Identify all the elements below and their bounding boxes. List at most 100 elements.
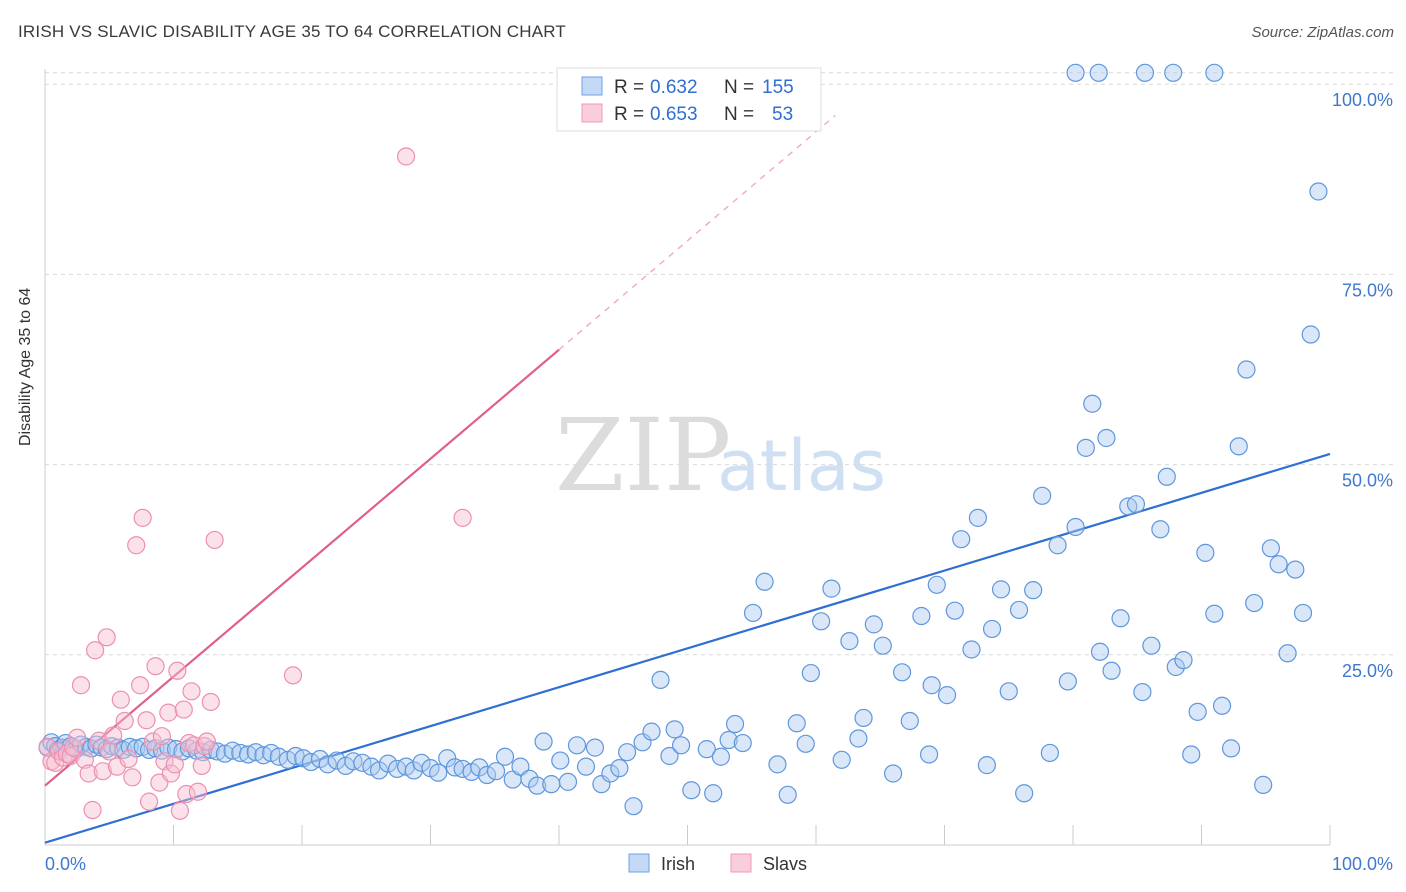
slavs-point (115, 711, 134, 731)
slavs-point (174, 700, 193, 719)
irish-point (1126, 495, 1146, 514)
slavs-point (188, 782, 208, 801)
irish-point (733, 733, 752, 753)
irish-point (991, 580, 1011, 599)
legend-irish-label: Irish (661, 854, 695, 874)
irish-point (919, 745, 939, 764)
irish-n-label: N = (724, 77, 754, 98)
slavs-point (159, 703, 178, 722)
legend-slavs-swatch (730, 853, 752, 873)
slavs-point (127, 536, 146, 555)
irish-point (159, 738, 178, 757)
irish-r-label: R = (614, 77, 644, 98)
irish-point (697, 740, 716, 759)
irish-point (1205, 604, 1224, 623)
irish-point (1009, 600, 1029, 620)
irish-point (1254, 775, 1273, 794)
irish-point (438, 749, 457, 768)
irish-point (927, 575, 946, 594)
irish-point (1090, 642, 1110, 661)
slavs-point (139, 792, 159, 811)
irish-point (1221, 739, 1241, 758)
slavs-point (137, 711, 156, 730)
irish-point (1205, 63, 1224, 82)
slavs-point (119, 749, 138, 769)
irish-point (873, 636, 892, 655)
watermark-atlas: atlas (717, 425, 886, 507)
bottom-legend: Irish Slavs (628, 853, 807, 874)
irish-point (651, 670, 670, 690)
irish-point (1015, 784, 1034, 803)
slavs-point (130, 676, 150, 695)
slavs-point (83, 800, 102, 820)
irish-point (743, 603, 763, 623)
irish-point (892, 663, 912, 682)
slavs-point (71, 676, 91, 695)
irish-point (787, 714, 806, 733)
y-tick-label: 75.0% (1342, 280, 1393, 300)
irish-point (1212, 696, 1232, 715)
irish-point (1237, 360, 1256, 379)
irish-point (1286, 560, 1305, 579)
irish-r-value: 0.632 (650, 77, 698, 98)
irish-point (864, 615, 883, 634)
irish-point (1188, 702, 1207, 721)
irish-point (1089, 63, 1108, 82)
irish-point (832, 750, 851, 769)
irish-point (719, 730, 738, 750)
irish-point (849, 729, 868, 748)
y-tick-label: 25.0% (1342, 661, 1393, 681)
irish-point (796, 734, 815, 753)
irish-point (660, 746, 679, 766)
data-points (38, 63, 1328, 820)
trend-lines (44, 114, 1331, 844)
irish-point (755, 572, 774, 591)
irish-point (1301, 325, 1320, 344)
irish-point (1133, 682, 1152, 702)
slavs-point (201, 692, 220, 712)
y-tick-label: 100.0% (1332, 90, 1393, 110)
slavs-point (68, 728, 87, 747)
irish-point (378, 754, 398, 773)
irish-point (812, 612, 831, 631)
irish-point (840, 632, 859, 651)
irish-point (822, 579, 841, 598)
slavs-point (123, 768, 142, 787)
irish-point (511, 757, 530, 776)
irish-point (725, 714, 745, 734)
irish-swatch (581, 76, 603, 96)
irish-point (610, 759, 629, 778)
irish-point (1278, 644, 1297, 663)
irish-point (534, 732, 553, 751)
irish-point (1083, 394, 1102, 413)
irish-point (1164, 63, 1183, 82)
irish-point (1174, 651, 1193, 670)
irish-point (937, 686, 957, 705)
irish-point (318, 755, 337, 774)
irish-point (576, 757, 596, 776)
slavs-point (143, 732, 163, 751)
slavs-point (133, 508, 152, 527)
irish-point (1024, 581, 1043, 600)
irish-point (412, 753, 431, 772)
irish-point (1076, 438, 1095, 457)
irish-point (567, 736, 587, 755)
chart-title: IRISH VS SLAVIC DISABILITY AGE 35 TO 64 … (18, 22, 567, 41)
irish-point (1048, 536, 1067, 555)
gridlines (45, 72, 1393, 656)
irish-point (1182, 745, 1201, 764)
irish-point (542, 775, 561, 794)
slavs-point (79, 764, 98, 783)
irish-point (1245, 593, 1264, 613)
slavs-point (396, 147, 416, 166)
slavs-point (168, 661, 187, 680)
irish-point (1151, 520, 1170, 539)
irish-point (1040, 743, 1059, 763)
slavs-point (197, 732, 217, 751)
irish-point (968, 508, 988, 527)
slavs-point (165, 755, 184, 774)
slavs-swatch (581, 103, 603, 123)
irish-point (477, 765, 497, 785)
irish-point (1229, 437, 1248, 456)
irish-point (883, 764, 903, 783)
